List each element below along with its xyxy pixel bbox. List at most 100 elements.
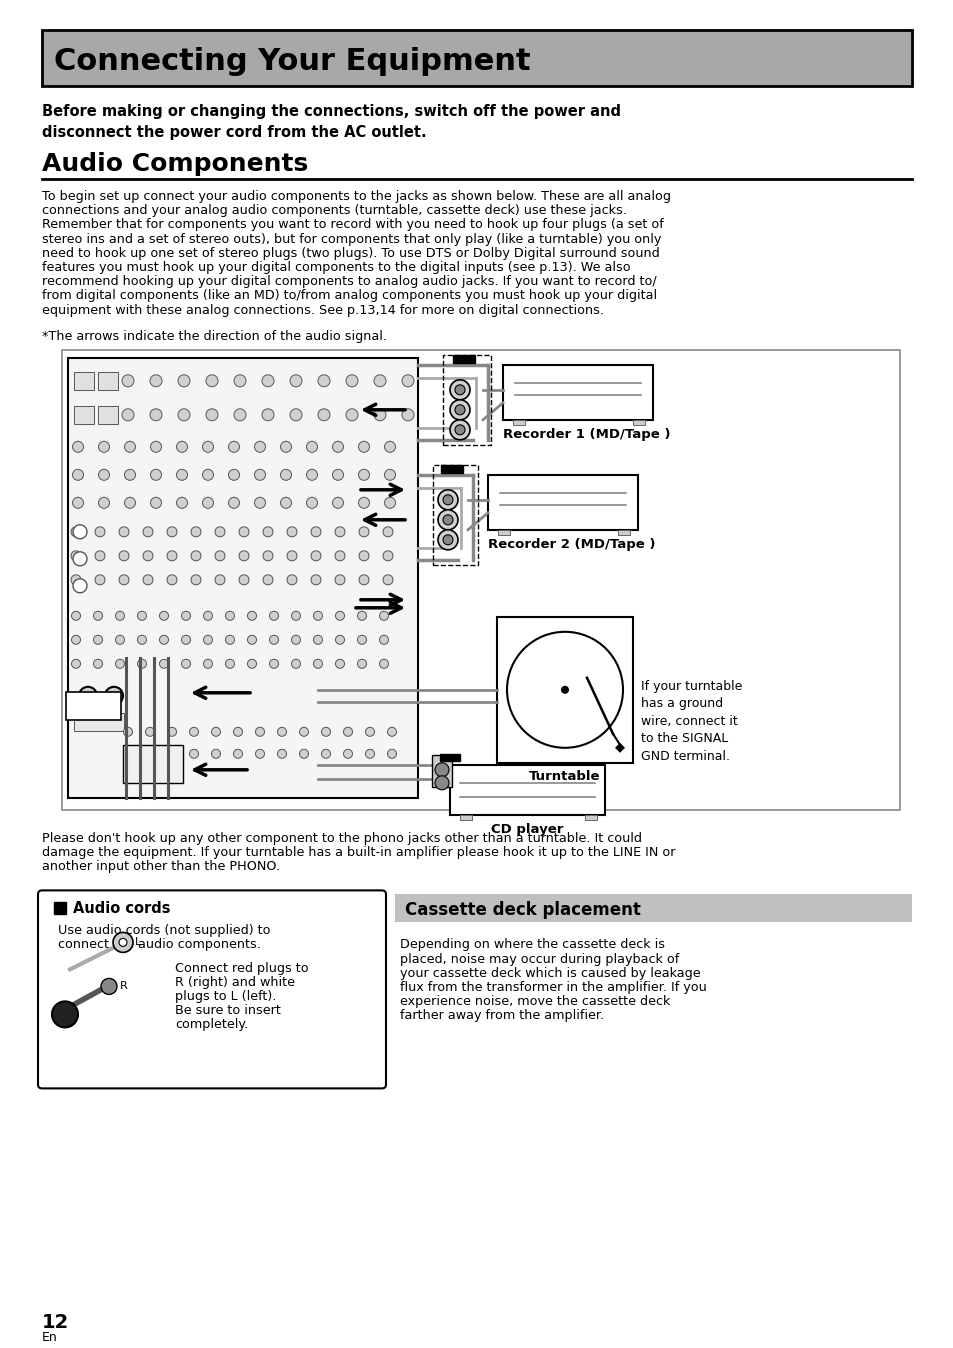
FancyBboxPatch shape — [38, 891, 386, 1088]
Circle shape — [71, 659, 80, 669]
Circle shape — [190, 728, 198, 736]
Circle shape — [150, 375, 162, 387]
Text: CD player: CD player — [491, 822, 563, 836]
Circle shape — [71, 611, 80, 620]
Bar — [459, 814, 472, 820]
Circle shape — [229, 469, 239, 480]
Circle shape — [346, 408, 357, 421]
Circle shape — [151, 469, 161, 480]
Circle shape — [435, 776, 449, 790]
Circle shape — [358, 574, 369, 585]
Circle shape — [357, 635, 366, 644]
Circle shape — [125, 469, 135, 480]
Circle shape — [214, 527, 225, 537]
Circle shape — [73, 578, 87, 593]
Circle shape — [335, 527, 345, 537]
Circle shape — [247, 635, 256, 644]
Circle shape — [146, 749, 154, 759]
Bar — [497, 530, 510, 535]
Circle shape — [191, 551, 201, 561]
Circle shape — [159, 659, 169, 669]
Circle shape — [277, 749, 286, 759]
Circle shape — [98, 441, 110, 453]
Text: experience noise, move the cassette deck: experience noise, move the cassette deck — [399, 995, 670, 1008]
Circle shape — [299, 728, 308, 736]
Circle shape — [206, 408, 218, 421]
Circle shape — [239, 527, 249, 537]
Circle shape — [314, 635, 322, 644]
Circle shape — [357, 659, 366, 669]
Bar — [74, 372, 94, 390]
Circle shape — [290, 375, 302, 387]
Text: stereo ins and a set of stereo outs), but for components that only play (like a : stereo ins and a set of stereo outs), bu… — [42, 233, 660, 245]
Circle shape — [314, 611, 322, 620]
Circle shape — [233, 408, 246, 421]
Text: Use audio cords (not supplied) to: Use audio cords (not supplied) to — [58, 925, 271, 937]
Text: farther away from the amplifier.: farther away from the amplifier. — [399, 1010, 603, 1022]
Circle shape — [311, 551, 320, 561]
Circle shape — [442, 515, 453, 524]
Bar — [633, 419, 644, 425]
Circle shape — [317, 408, 330, 421]
Circle shape — [229, 497, 239, 508]
Circle shape — [333, 497, 343, 508]
Circle shape — [159, 611, 169, 620]
Bar — [584, 814, 597, 820]
Circle shape — [262, 375, 274, 387]
Bar — [450, 764, 604, 814]
Circle shape — [263, 527, 273, 537]
Circle shape — [343, 749, 352, 759]
Circle shape — [384, 497, 395, 508]
Bar — [618, 530, 629, 535]
Circle shape — [292, 635, 300, 644]
Circle shape — [311, 527, 320, 537]
Circle shape — [119, 551, 129, 561]
Circle shape — [335, 551, 345, 561]
Circle shape — [146, 728, 154, 736]
Circle shape — [101, 979, 117, 995]
Circle shape — [176, 469, 188, 480]
Circle shape — [560, 686, 568, 694]
Text: completely.: completely. — [174, 1018, 248, 1031]
Circle shape — [455, 425, 464, 435]
Circle shape — [435, 763, 449, 776]
Circle shape — [306, 441, 317, 453]
Circle shape — [455, 404, 464, 415]
Circle shape — [292, 659, 300, 669]
Circle shape — [137, 659, 147, 669]
Text: Cassette deck placement: Cassette deck placement — [405, 902, 640, 919]
Circle shape — [95, 527, 105, 537]
Circle shape — [280, 497, 292, 508]
Circle shape — [125, 441, 135, 453]
Circle shape — [335, 659, 344, 669]
Circle shape — [333, 469, 343, 480]
Circle shape — [233, 728, 242, 736]
Circle shape — [98, 469, 110, 480]
Circle shape — [95, 551, 105, 561]
Circle shape — [72, 469, 84, 480]
Circle shape — [262, 408, 274, 421]
Circle shape — [143, 527, 152, 537]
Circle shape — [299, 749, 308, 759]
Circle shape — [374, 375, 386, 387]
Circle shape — [143, 551, 152, 561]
Circle shape — [115, 611, 125, 620]
Circle shape — [71, 527, 81, 537]
Circle shape — [71, 635, 80, 644]
Circle shape — [191, 527, 201, 537]
Circle shape — [79, 686, 97, 705]
Circle shape — [358, 551, 369, 561]
Text: Connect red plugs to: Connect red plugs to — [174, 962, 309, 976]
Circle shape — [357, 611, 366, 620]
Bar — [433, 465, 477, 565]
Circle shape — [287, 527, 296, 537]
Text: Recorder 1 (MD/Tape ): Recorder 1 (MD/Tape ) — [502, 427, 670, 441]
Bar — [442, 355, 491, 445]
Circle shape — [181, 659, 191, 669]
Circle shape — [202, 441, 213, 453]
Circle shape — [72, 441, 84, 453]
Circle shape — [71, 574, 81, 585]
Circle shape — [233, 749, 242, 759]
Text: To begin set up connect your audio components to the jacks as shown below. These: To begin set up connect your audio compo… — [42, 190, 670, 204]
Circle shape — [73, 551, 87, 566]
